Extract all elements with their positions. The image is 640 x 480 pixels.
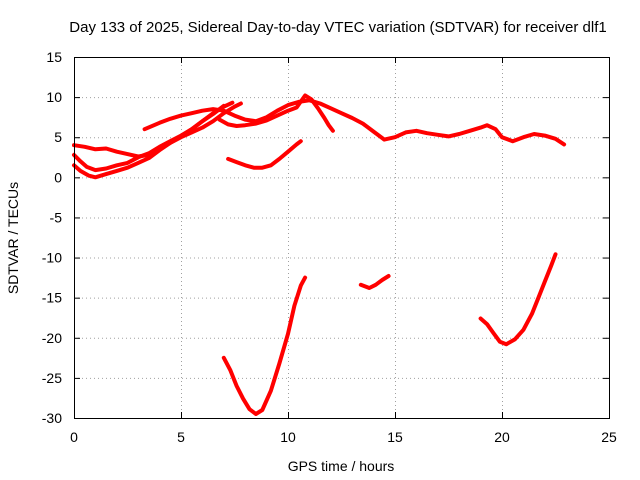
y-tick-label: -20	[42, 330, 62, 346]
x-tick-label: 25	[601, 429, 617, 445]
series-arc-4	[142, 98, 567, 147]
series-arc-6	[226, 139, 303, 170]
y-tick-label: 5	[54, 129, 62, 145]
y-tick-label: -10	[42, 250, 62, 266]
series-arc-5	[217, 93, 335, 133]
x-tick-label: 5	[177, 429, 185, 445]
y-axis-label: SDTVAR / TECUs	[5, 182, 21, 294]
data-series	[72, 93, 567, 416]
series-arc-2	[72, 100, 235, 173]
series-arc-8	[358, 274, 391, 290]
y-tick-label: -25	[42, 370, 62, 386]
plot-frame	[74, 57, 610, 419]
y-tick-label: 15	[46, 49, 62, 65]
axis-ticks: 0 5 10 15 20 25 15 10 5 0 -5 -10 -15 -20 -25 -30	[42, 49, 617, 445]
series-arc-9	[478, 252, 558, 347]
x-tick-label: 20	[494, 429, 510, 445]
y-tick-label: -15	[42, 290, 62, 306]
grid-lines	[74, 57, 609, 418]
y-tick-label: -30	[42, 410, 62, 426]
y-tick-label: -5	[50, 209, 63, 225]
x-tick-label: 0	[70, 429, 78, 445]
y-tick-label: 10	[46, 89, 62, 105]
x-tick-label: 15	[387, 429, 403, 445]
y-tick-label: 0	[54, 169, 62, 185]
series-arc-3	[72, 103, 226, 180]
chart-title: Day 133 of 2025, Sidereal Day-to-day VTE…	[69, 19, 606, 36]
series-arc-7	[221, 275, 308, 416]
x-tick-label: 10	[280, 429, 296, 445]
x-axis-label: GPS time / hours	[288, 458, 395, 474]
